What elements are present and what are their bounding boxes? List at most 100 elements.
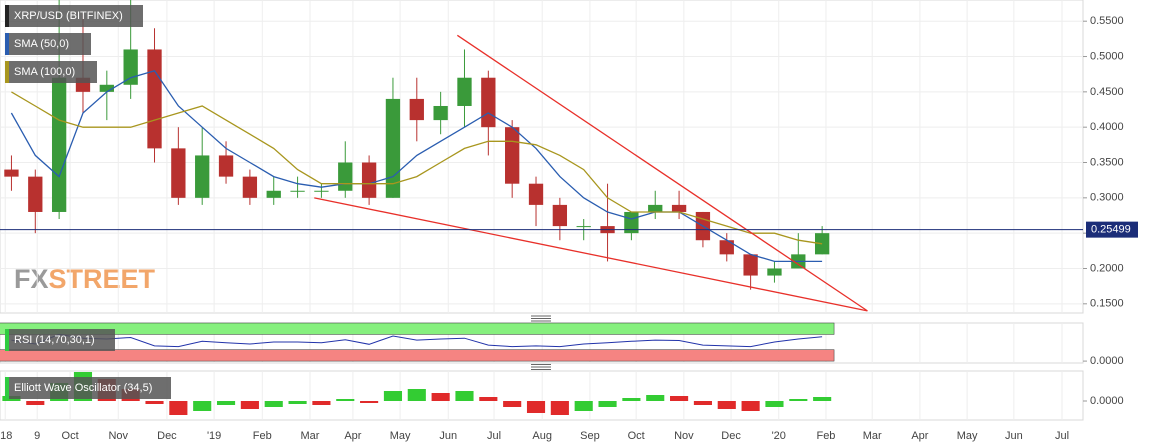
candle-body xyxy=(433,105,448,121)
histogram-bar xyxy=(336,399,355,401)
last-price-box xyxy=(1086,221,1138,238)
y-tick-label: 0.5000 xyxy=(1090,50,1124,62)
histogram-bar xyxy=(646,395,665,401)
histogram-bar xyxy=(431,393,450,401)
x-tick-label: Jul xyxy=(1055,430,1069,442)
candle-body xyxy=(338,162,353,191)
y-tick-label: 0.5500 xyxy=(1090,15,1124,27)
indicator-label: Elliott Wave Oscillator (34,5) xyxy=(14,382,152,394)
candle-body xyxy=(171,148,186,198)
watermark: FXSTREET xyxy=(14,264,156,294)
candle-body xyxy=(28,176,43,212)
indicator-legend: Elliott Wave Oscillator (34,5) xyxy=(5,377,171,399)
legend-box xyxy=(5,329,115,351)
candle-body xyxy=(552,204,568,227)
pane-grip[interactable] xyxy=(531,315,551,322)
x-tick-label: Nov xyxy=(108,430,128,442)
candle-body xyxy=(290,190,305,192)
x-tick-label: May xyxy=(957,430,978,442)
x-tick-label: Apr xyxy=(911,430,928,442)
candle-body xyxy=(457,77,472,106)
candle-body xyxy=(409,98,424,121)
legend-swatch xyxy=(5,33,9,55)
watermark-fx: FX xyxy=(14,264,49,294)
x-tick-label: Sep xyxy=(580,430,600,442)
x-tick-label: Dec xyxy=(157,430,177,442)
trendline xyxy=(314,197,868,312)
x-tick-label: May xyxy=(390,430,411,442)
histogram-bar xyxy=(741,401,760,411)
indicator-label: RSI (14,70,30,1) xyxy=(14,334,95,346)
histogram-bar xyxy=(693,401,712,405)
y-tick-label: 0.3500 xyxy=(1090,156,1124,168)
histogram-bar xyxy=(407,389,426,401)
pane-grip[interactable] xyxy=(531,364,551,370)
candle-body xyxy=(648,204,663,212)
histogram-bar xyxy=(169,401,188,415)
x-tick-label: Oct xyxy=(62,430,79,442)
candle-body xyxy=(481,77,496,128)
candle-body xyxy=(767,268,782,276)
histogram-bar xyxy=(789,399,808,401)
histogram-bar xyxy=(193,401,212,411)
indicator-legend: RSI (14,70,30,1) xyxy=(5,329,115,351)
legend-label: SMA (100,0) xyxy=(14,66,75,78)
histogram-bar xyxy=(288,401,307,404)
sma-line xyxy=(10,69,823,263)
y-tick-label: 0.4500 xyxy=(1090,86,1124,98)
x-tick-label: Feb xyxy=(816,430,835,442)
x-tick-label: '19 xyxy=(207,430,221,442)
candle-body xyxy=(99,84,114,92)
x-tick-label: 9 xyxy=(34,430,40,442)
legend-entry: XRP/USD (BITFINEX) xyxy=(5,5,143,27)
histogram-bar xyxy=(503,401,522,407)
legend-box xyxy=(5,377,171,399)
histogram-bar xyxy=(383,391,403,401)
histogram-bar xyxy=(240,401,259,409)
main-pane xyxy=(0,0,1084,314)
legend-swatch xyxy=(5,61,9,83)
watermark-street: STREET xyxy=(49,264,156,294)
legend-label: SMA (50,0) xyxy=(14,38,69,50)
histogram-bar xyxy=(216,401,236,405)
x-tick-label: Jun xyxy=(1005,430,1023,442)
indicator-band xyxy=(0,349,835,362)
candle-body xyxy=(314,190,329,192)
indicator-line xyxy=(11,333,823,348)
indicator-band xyxy=(0,322,835,335)
x-tick-label: Oct xyxy=(628,430,645,442)
histogram-bar xyxy=(455,391,474,401)
candle-body xyxy=(147,49,162,149)
histogram-bar xyxy=(526,401,546,413)
y-tick-label: 0.3000 xyxy=(1090,192,1124,204)
legend-swatch xyxy=(5,329,9,351)
x-tick-label: Jun xyxy=(439,430,457,442)
histogram-bar xyxy=(264,401,283,407)
histogram-bar xyxy=(765,401,784,407)
last-price-label: 0.25499 xyxy=(1091,224,1131,236)
histogram-bar xyxy=(550,401,569,415)
histogram-bar xyxy=(717,401,736,409)
legend-entry: SMA (100,0) xyxy=(5,61,97,83)
candle-body xyxy=(51,77,67,212)
candle-body xyxy=(242,176,258,198)
candle-body xyxy=(624,211,639,234)
candle-body xyxy=(528,183,544,205)
legend-swatch xyxy=(5,377,9,399)
candle-body xyxy=(505,127,520,184)
histogram-bar xyxy=(26,401,45,405)
histogram-bar xyxy=(145,401,164,404)
x-tick-label: Mar xyxy=(863,430,882,442)
trendline xyxy=(456,34,868,312)
x-tick-label: Apr xyxy=(344,430,361,442)
histogram-bar xyxy=(622,398,641,401)
x-tick-label: Nov xyxy=(674,430,694,442)
candle-body xyxy=(671,204,687,212)
x-tick-label: Dec xyxy=(721,430,741,442)
y-tick-label: 0.4000 xyxy=(1090,121,1124,133)
histogram-bar xyxy=(574,401,593,411)
legend-box xyxy=(5,61,97,83)
x-tick-label: Feb xyxy=(253,430,272,442)
histogram-bar xyxy=(670,396,689,401)
